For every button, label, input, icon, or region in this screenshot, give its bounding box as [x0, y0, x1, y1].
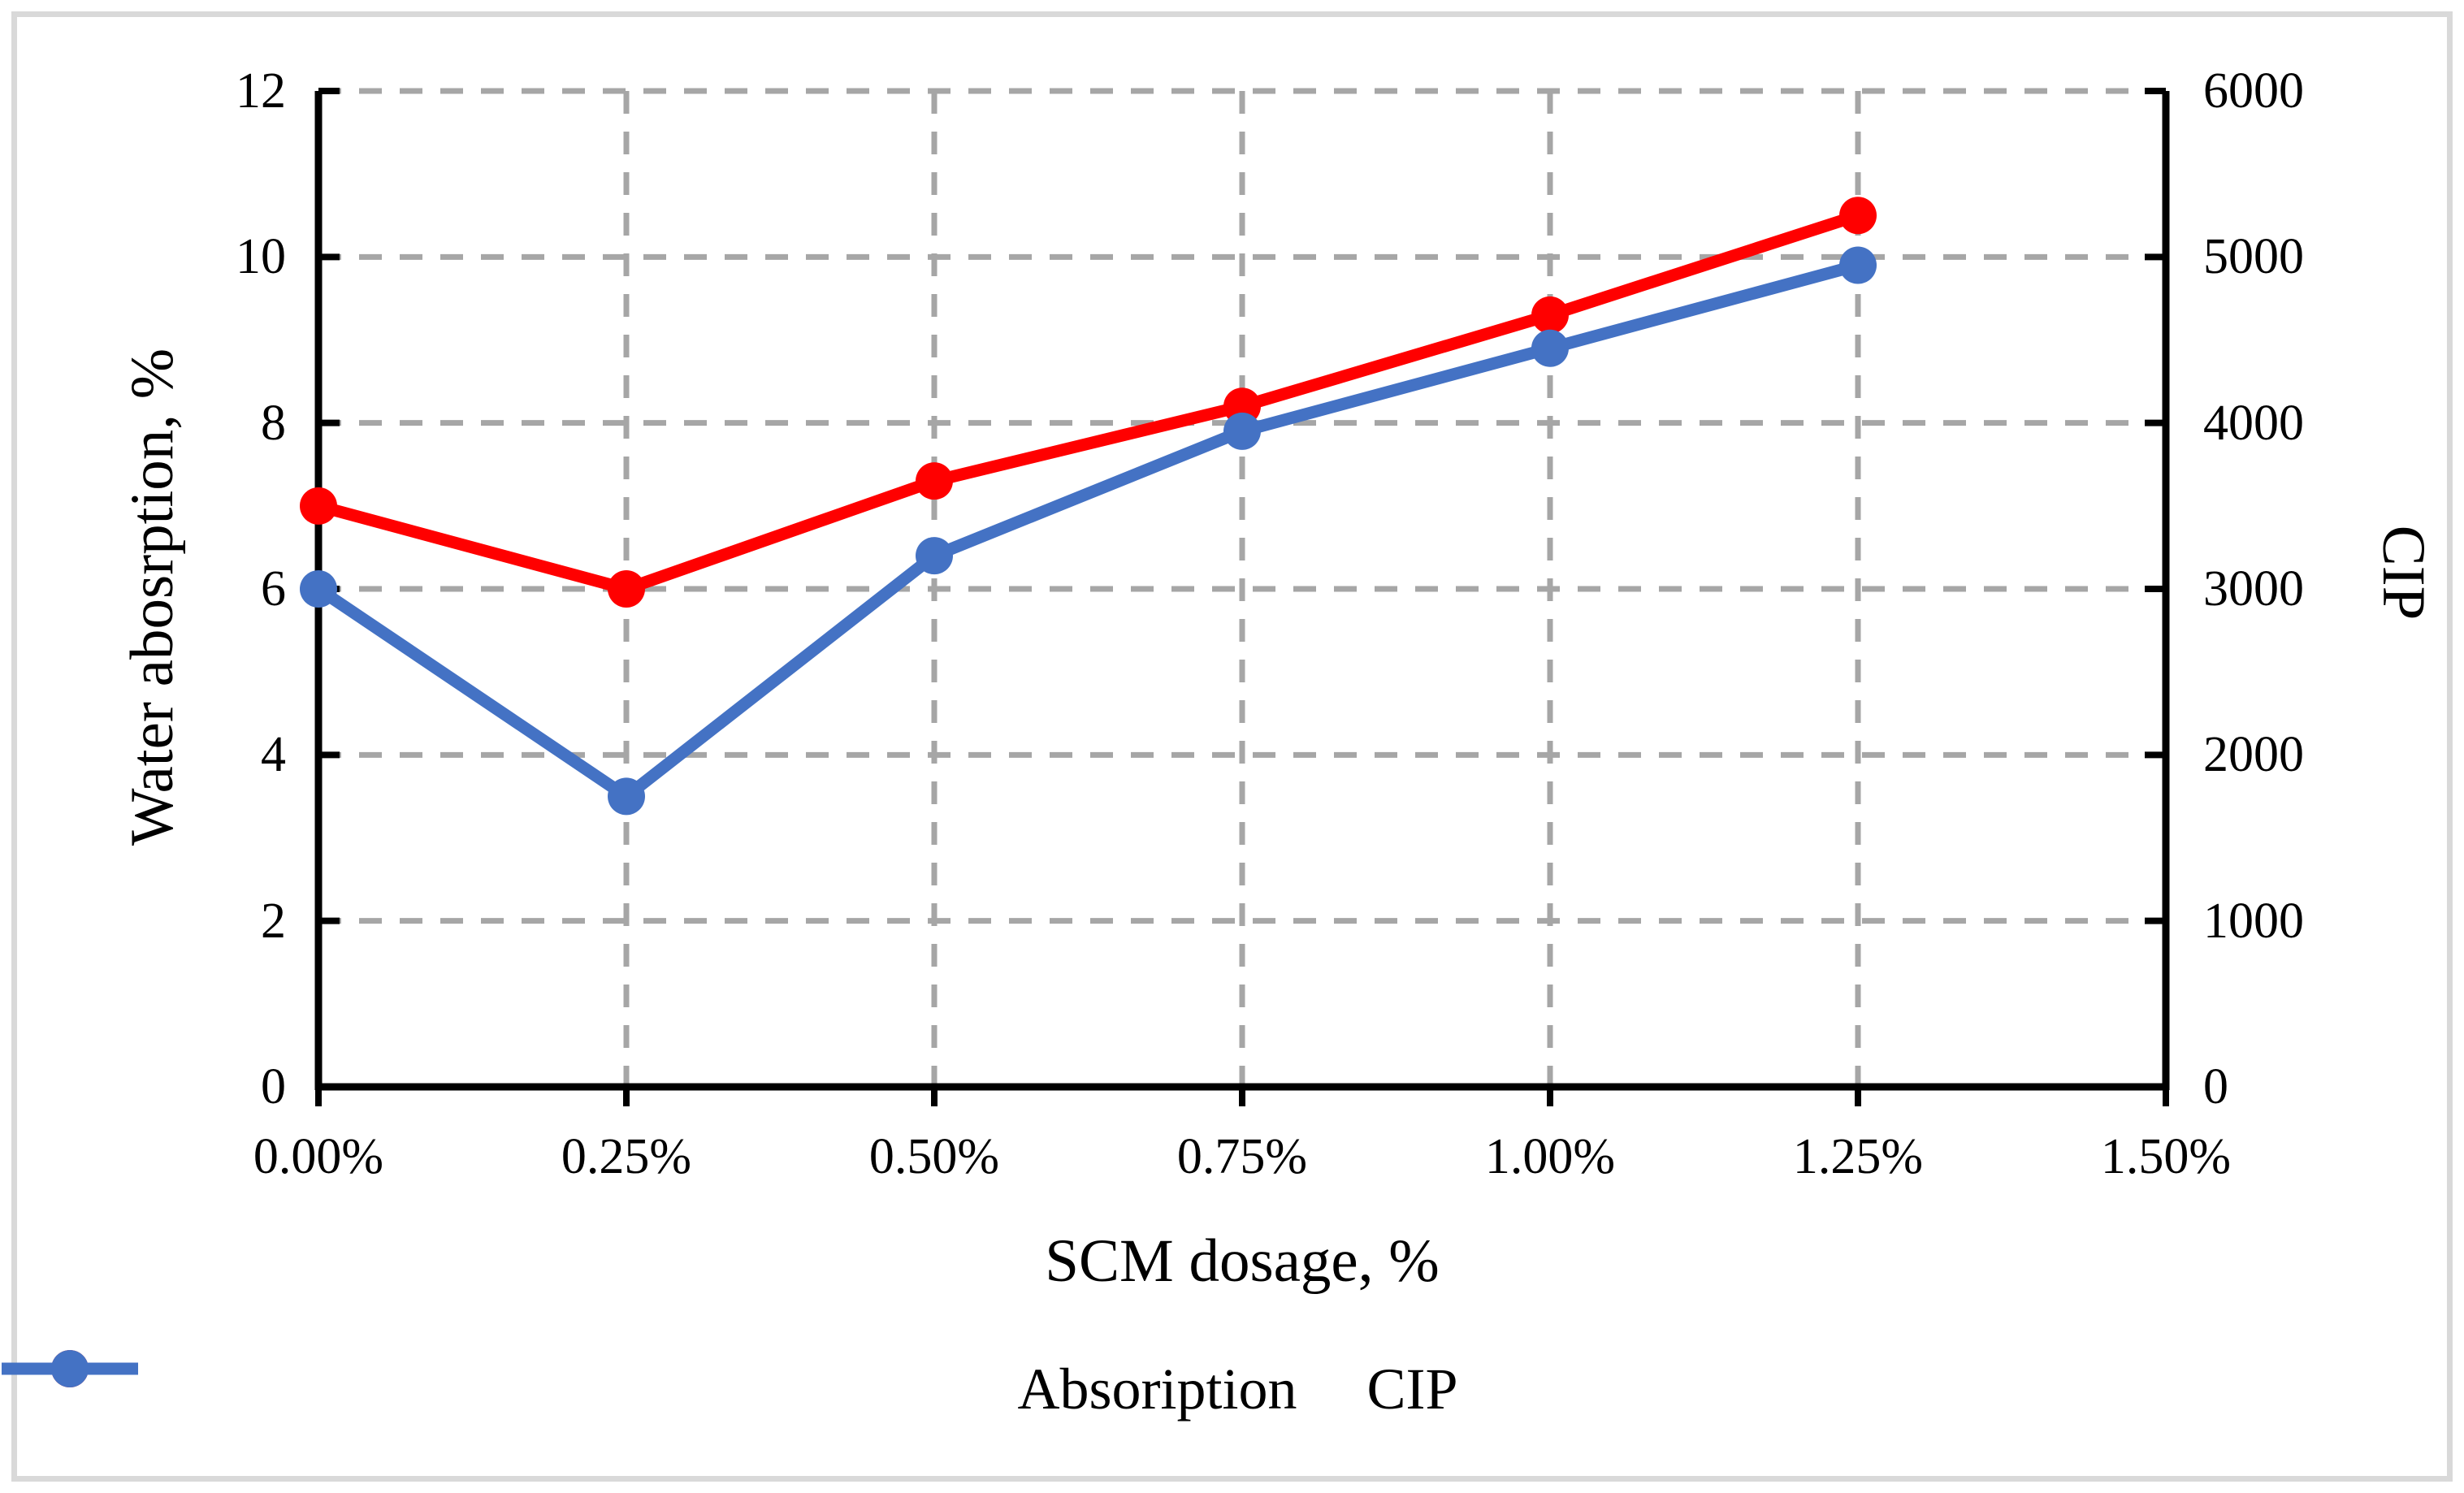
- legend-label: CIP: [1366, 1357, 1458, 1422]
- legend-marker-line-dot-icon: [2, 1350, 138, 1387]
- y-axis-left-tick-label: 4: [261, 727, 286, 783]
- data-point-cip: [1223, 412, 1261, 450]
- y-axis-left-tick-label: 10: [236, 229, 286, 285]
- y-axis-left-tick-label: 12: [236, 63, 286, 119]
- y-axis-right-tick-label: 3000: [2203, 561, 2304, 617]
- legend-item-cip: CIP: [2, 1350, 1458, 1422]
- y-axis-right-tick-label: 2000: [2203, 727, 2304, 783]
- series-line-absoription: [312, 209, 1864, 595]
- figure-border: [11, 11, 2453, 1482]
- y-axis-right-tick-label: 6000: [2203, 63, 2304, 119]
- y-axis-right-tick-label: 0: [2203, 1059, 2228, 1114]
- x-axis-tick-label: 1.25%: [1792, 1129, 1924, 1184]
- data-point-cip: [916, 537, 953, 575]
- data-point-absoription: [1531, 296, 1569, 334]
- y-axis-left-tick-label: 6: [261, 561, 286, 617]
- y-axis-left-title: Water abosrption, %: [119, 348, 186, 846]
- x-axis-tick-label: 0.50%: [868, 1129, 1000, 1184]
- y-axis-left-tick-label: 2: [261, 893, 286, 949]
- x-axis-title: SCM dosage, %: [1045, 1227, 1440, 1295]
- data-point-cip: [608, 777, 645, 816]
- data-point-absoription: [1839, 197, 1877, 235]
- series-line-cip: [312, 259, 1864, 803]
- data-point-absoription: [916, 462, 953, 500]
- x-axis-tick-label: 0.00%: [253, 1129, 384, 1184]
- x-axis-tick-label: 0.75%: [1176, 1129, 1308, 1184]
- y-axis-left-tick-label: 0: [261, 1059, 286, 1114]
- y-axis-left-tick-label: 8: [261, 395, 286, 451]
- y-axis-right-tick-label: 4000: [2203, 395, 2304, 451]
- x-axis-tick-label: 1.00%: [1484, 1129, 1616, 1184]
- y-axis-right-tick-label: 1000: [2203, 893, 2304, 949]
- y-axis-right-title: CIP: [2370, 525, 2437, 621]
- x-axis-tick-label: 1.50%: [2100, 1129, 2232, 1184]
- legend-label: Absoription: [1017, 1357, 1297, 1422]
- data-point-absoription: [608, 570, 645, 608]
- data-point-cip: [1839, 246, 1877, 284]
- legend: Absoription CIP: [0, 1344, 2464, 1434]
- legend-item-absoription: Absoription: [2, 1350, 1297, 1422]
- data-point-absoription: [300, 487, 337, 525]
- x-axis-tick-label: 0.25%: [561, 1129, 692, 1184]
- y-axis-right-tick-label: 5000: [2203, 229, 2304, 285]
- data-point-cip: [300, 570, 337, 608]
- data-point-cip: [1531, 329, 1569, 367]
